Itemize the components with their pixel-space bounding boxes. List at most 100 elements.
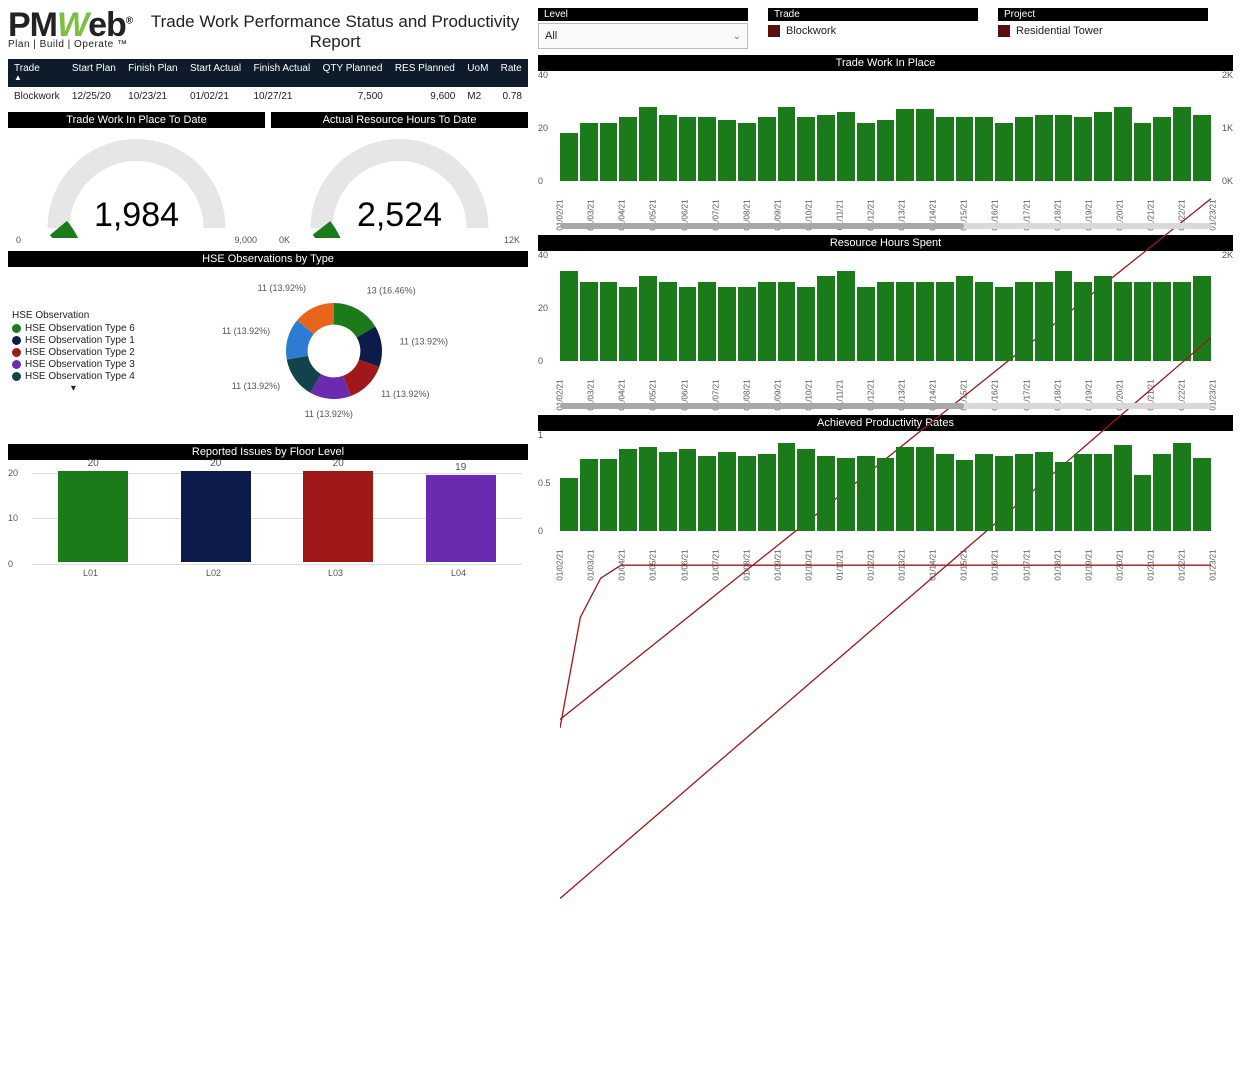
chart-bar[interactable] [1015,117,1033,181]
chart-bar[interactable] [1015,282,1033,362]
chart-bar[interactable] [817,456,835,531]
chart-bar[interactable] [975,282,993,362]
chart-bar[interactable] [936,117,954,181]
chart-bar[interactable] [1114,107,1132,181]
chart-bar[interactable] [679,117,697,181]
chart-bar[interactable] [916,109,934,181]
chart-bar[interactable] [560,133,578,181]
chart-bar[interactable] [1055,462,1073,531]
chart-bar[interactable] [619,287,637,361]
chart-bar[interactable] [738,287,756,361]
chart-bar[interactable] [1193,115,1211,181]
chart-bar[interactable] [1094,112,1112,181]
chart-bar[interactable] [857,123,875,181]
chart-bar[interactable] [659,282,677,362]
level-dropdown[interactable]: All ⌄ [538,23,748,49]
chart-bar[interactable] [1094,276,1112,361]
col-trade[interactable]: Trade▲ [8,59,66,87]
chart-bar[interactable] [580,123,598,181]
chart-bar[interactable] [1173,443,1191,531]
floor-bar[interactable]: 20 [284,458,392,562]
chart-bar[interactable] [956,276,974,361]
chart-bar[interactable] [1193,458,1211,531]
chart-bar[interactable] [896,109,914,181]
chart-bar[interactable] [679,287,697,361]
chart-bar[interactable] [718,287,736,361]
chart-bar[interactable] [600,123,618,181]
chart-bar[interactable] [1114,282,1132,362]
chart-bar[interactable] [877,120,895,181]
chart-bar[interactable] [1074,454,1092,531]
chart-bar[interactable] [936,282,954,362]
legend-more-icon[interactable]: ▾ [12,383,135,394]
chart-bar[interactable] [1074,117,1092,181]
chart-bar[interactable] [877,458,895,531]
sort-icon[interactable]: ▲ [14,74,60,83]
chart-bar[interactable] [580,282,598,362]
chart-bar[interactable] [619,449,637,531]
legend-item[interactable]: HSE Observation Type 6 [12,323,135,334]
chart-bar[interactable] [995,123,1013,181]
chart-bar[interactable] [837,458,855,531]
chart-bar[interactable] [857,456,875,531]
chart-bar[interactable] [758,282,776,362]
chart-bar[interactable] [679,449,697,531]
chart-bar[interactable] [600,282,618,362]
col-finish-plan[interactable]: Finish Plan [122,59,184,87]
chart-bar[interactable] [837,112,855,181]
col-start-actual[interactable]: Start Actual [184,59,248,87]
chart-bar[interactable] [1015,454,1033,531]
chart-bar[interactable] [1035,115,1053,181]
chart-bar[interactable] [1134,475,1152,531]
chart-bar[interactable] [1055,271,1073,361]
chart-bar[interactable] [936,454,954,531]
chart-bar[interactable] [639,447,657,531]
chart-bar[interactable] [778,107,796,181]
legend-item[interactable]: HSE Observation Type 4 [12,371,135,382]
chart-bar[interactable] [659,452,677,531]
floor-bar[interactable]: 20 [162,458,270,562]
chart-bar[interactable] [837,271,855,361]
trade-value[interactable]: Blockwork [768,25,978,37]
chart-bar[interactable] [877,282,895,362]
chart-bar[interactable] [718,120,736,181]
chart-bar[interactable] [817,276,835,361]
chart-bar[interactable] [619,117,637,181]
chart-bar[interactable] [975,117,993,181]
chart-bar[interactable] [797,449,815,531]
chart-bar[interactable] [1173,107,1191,181]
chart-bar[interactable] [600,459,618,531]
legend-item[interactable]: HSE Observation Type 2 [12,347,135,358]
project-value[interactable]: Residential Tower [998,25,1208,37]
chart-bar[interactable] [1134,282,1152,362]
chart-bar[interactable] [995,287,1013,361]
chart-bar[interactable] [857,287,875,361]
chart-bar[interactable] [1134,123,1152,181]
chart-bar[interactable] [698,456,716,531]
chart-bar[interactable] [738,456,756,531]
legend-item[interactable]: HSE Observation Type 1 [12,335,135,346]
col-res-planned[interactable]: RES Planned [389,59,461,87]
chart-bar[interactable] [1094,454,1112,531]
chart-scrollbar[interactable] [560,223,1211,229]
chart-bar[interactable] [1153,117,1171,181]
chart-bar[interactable] [698,117,716,181]
chart-bar[interactable] [778,443,796,531]
chart-bar[interactable] [817,115,835,181]
chart-bar[interactable] [659,115,677,181]
chart-bar[interactable] [1153,282,1171,362]
chart-bar[interactable] [639,276,657,361]
chart-bar[interactable] [778,282,796,362]
chart-bar[interactable] [560,478,578,531]
col-start-plan[interactable]: Start Plan [66,59,122,87]
col-uom[interactable]: UoM [461,59,494,87]
chart-bar[interactable] [896,447,914,531]
chart-bar[interactable] [1035,452,1053,531]
legend-item[interactable]: HSE Observation Type 3 [12,359,135,370]
chart-bar[interactable] [1173,282,1191,362]
chart-bar[interactable] [758,454,776,531]
chart-bar[interactable] [718,452,736,531]
chart-bar[interactable] [995,456,1013,531]
chart-bar[interactable] [639,107,657,181]
chart-bar[interactable] [916,282,934,362]
